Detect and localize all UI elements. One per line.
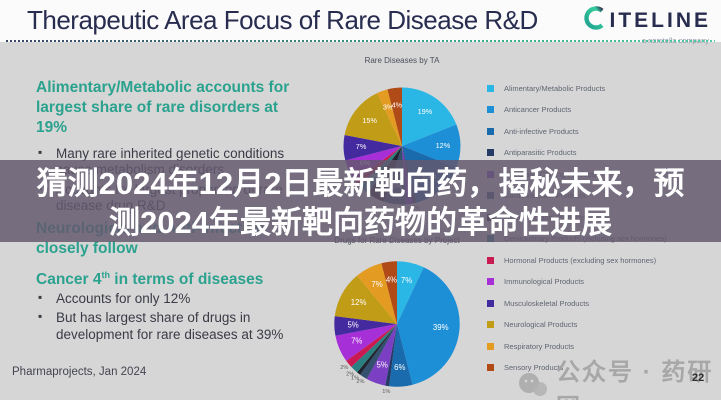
section-heading-alimentary: Alimentary/Metabolic accounts for larges…	[36, 79, 290, 136]
pie-slice	[357, 324, 397, 375]
wechat-logo-icon	[518, 372, 548, 400]
pie-slice	[366, 324, 397, 386]
source-citation: Pharmaprojects, Jan 2024	[12, 366, 147, 378]
pie-chart: 7%39%6%1%5%2%1%2%2%7%5%12%7%4%	[334, 261, 460, 395]
pie-chart-drugs-by-project: 7%39%6%1%5%2%1%2%2%7%5%12%7%4%	[323, 250, 471, 398]
pie-slice	[377, 89, 402, 146]
watermark-text: 公众号 · 药研网	[556, 359, 714, 400]
section-heading-cancer: Cancer 4th in terms of diseases	[36, 270, 308, 290]
legend-swatch-icon	[487, 321, 494, 328]
legend-swatch-icon	[487, 149, 494, 156]
pie-slice	[387, 87, 402, 146]
page-title: Therapeutic Area Focus of Rare Disease R…	[27, 5, 538, 35]
legend-swatch-icon	[487, 278, 494, 285]
legend-swatch-icon	[487, 342, 494, 350]
watermark: 公众号 · 药研网	[518, 352, 721, 400]
pie-slice-label: 1%	[351, 375, 359, 381]
legend-label: Anti-infective Products	[504, 126, 579, 136]
pie-slice-label: 12%	[351, 298, 367, 307]
pie-slice	[343, 135, 402, 161]
pie-slice-label: 15%	[362, 116, 377, 125]
legend-item: Immunological Products	[487, 277, 667, 286]
legend-swatch-icon	[487, 84, 494, 92]
legend-label: Musculoskeletal Products	[504, 298, 590, 308]
pie-slice	[397, 267, 460, 385]
pie-slice	[385, 324, 397, 387]
pie-slice	[334, 275, 397, 324]
pie-slice-label: 3%	[383, 102, 394, 111]
citeline-c-icon	[584, 6, 608, 35]
legend-label: Immunological Products	[504, 277, 585, 286]
pie-title-top: Rare Diseases by TA	[364, 56, 440, 65]
cancer-heading-text: Cancer 4	[36, 271, 102, 289]
pie-slice-label: 6%	[394, 363, 405, 372]
pie-slice-label: 2%	[346, 371, 354, 377]
overlay-banner: 猜测2024年12月2日最新靶向药，揭秘未来，预 测2024年最新靶向药物的革命…	[0, 160, 721, 242]
pie-slice	[357, 263, 397, 324]
legend-swatch-icon	[487, 364, 494, 371]
pie-slice-label: 4%	[386, 276, 397, 285]
pie-slice-label: 7%	[351, 336, 362, 345]
legend-item: Hormonal Products (excluding sex hormone…	[487, 255, 667, 265]
legend-item: Respiratory Products	[487, 341, 667, 351]
legend-swatch-icon	[487, 127, 494, 135]
pie-slice-label: 12%	[436, 141, 451, 150]
legend-item: Sensory Products	[487, 363, 667, 372]
legend-label: Antiparasitic Products	[504, 148, 577, 157]
pie-slice	[389, 324, 413, 387]
legend-label: Respiratory Products	[504, 341, 575, 351]
pie-slice	[402, 124, 461, 168]
legend-item: Alimentary/Metabolic Products	[487, 83, 667, 93]
title-separator	[6, 40, 715, 42]
pie-slice-label: 2%	[356, 379, 364, 385]
pie-slice	[351, 324, 397, 373]
legend-swatch-icon	[487, 256, 494, 264]
legend-item: Musculoskeletal Products	[487, 298, 667, 308]
header: Therapeutic Area Focus of Rare Disease R…	[0, 0, 721, 45]
pie-slice	[344, 93, 402, 146]
legend-label: Hormonal Products (excluding sex hormone…	[504, 255, 657, 265]
pie-slice-label: 4%	[392, 100, 403, 109]
pie-slice-label: 1%	[382, 389, 390, 395]
page-number: 22	[692, 372, 705, 384]
pie-slice	[381, 261, 397, 324]
pie-slice	[335, 324, 397, 361]
legend-item: Antiparasitic Products	[487, 148, 667, 157]
legend-item: Neurological Products	[487, 320, 667, 329]
legend-item: Anticancer Products	[487, 105, 667, 114]
pie-slice-label: 5%	[376, 360, 387, 369]
legend-label: Anticancer Products	[504, 105, 572, 114]
legend-swatch-icon	[487, 106, 494, 113]
bullet-item: But has largest share of drugs in develo…	[36, 309, 312, 343]
pie-slice	[334, 316, 397, 336]
pie-slice-label: 2%	[340, 365, 348, 371]
legend-swatch-icon	[487, 299, 494, 307]
citeline-wordmark: ITELINE	[609, 8, 711, 32]
cancer-heading-text2: in terms of diseases	[109, 271, 264, 289]
legend-label: Alimentary/Metabolic Products	[504, 83, 606, 93]
legend-label: Neurological Products	[504, 320, 578, 329]
cancer-heading-sup: th	[101, 270, 110, 280]
overlay-text-line2: 测2024年最新靶向药物的革命性进展	[109, 205, 612, 240]
pie-slice-label: 39%	[433, 323, 449, 332]
pie-slice-label: 7%	[356, 142, 367, 151]
pie-slice-label: 5%	[347, 320, 358, 329]
legend-label: Sensory Products	[504, 363, 564, 372]
pie-slice-label: 19%	[418, 107, 433, 116]
bullet-item: Accounts for only 12%	[36, 290, 312, 307]
legend-item: Anti-infective Products	[487, 126, 667, 136]
pie-slice	[346, 324, 397, 367]
overlay-text-line1: 猜测2024年12月2日最新靶向药，揭秘未来，预	[36, 166, 685, 201]
pie-slice	[360, 324, 397, 379]
pie-slice-label: 7%	[371, 280, 382, 289]
section-bullets-cancer: Accounts for only 12% But has largest sh…	[36, 290, 312, 346]
pie-slice	[397, 261, 424, 324]
pie-slice-label: 7%	[401, 276, 412, 285]
pie-slice	[402, 87, 457, 146]
